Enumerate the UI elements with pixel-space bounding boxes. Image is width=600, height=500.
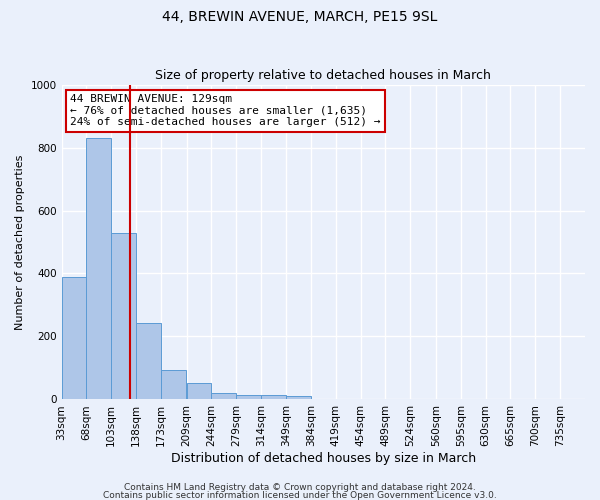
Text: 44, BREWIN AVENUE, MARCH, PE15 9SL: 44, BREWIN AVENUE, MARCH, PE15 9SL xyxy=(163,10,437,24)
Bar xyxy=(86,138,111,400)
X-axis label: Distribution of detached houses by size in March: Distribution of detached houses by size … xyxy=(171,452,476,465)
Text: Contains HM Land Registry data © Crown copyright and database right 2024.: Contains HM Land Registry data © Crown c… xyxy=(124,484,476,492)
Y-axis label: Number of detached properties: Number of detached properties xyxy=(15,154,25,330)
Bar xyxy=(111,232,136,400)
Bar xyxy=(62,276,86,400)
Bar xyxy=(136,323,161,400)
Bar xyxy=(236,394,261,400)
Text: Contains public sector information licensed under the Open Government Licence v3: Contains public sector information licen… xyxy=(103,490,497,500)
Bar xyxy=(187,383,211,400)
Bar xyxy=(211,393,236,400)
Text: 44 BREWIN AVENUE: 129sqm
← 76% of detached houses are smaller (1,635)
24% of sem: 44 BREWIN AVENUE: 129sqm ← 76% of detach… xyxy=(70,94,381,127)
Bar xyxy=(286,396,311,400)
Title: Size of property relative to detached houses in March: Size of property relative to detached ho… xyxy=(155,69,491,82)
Bar xyxy=(161,370,186,400)
Bar xyxy=(261,396,286,400)
